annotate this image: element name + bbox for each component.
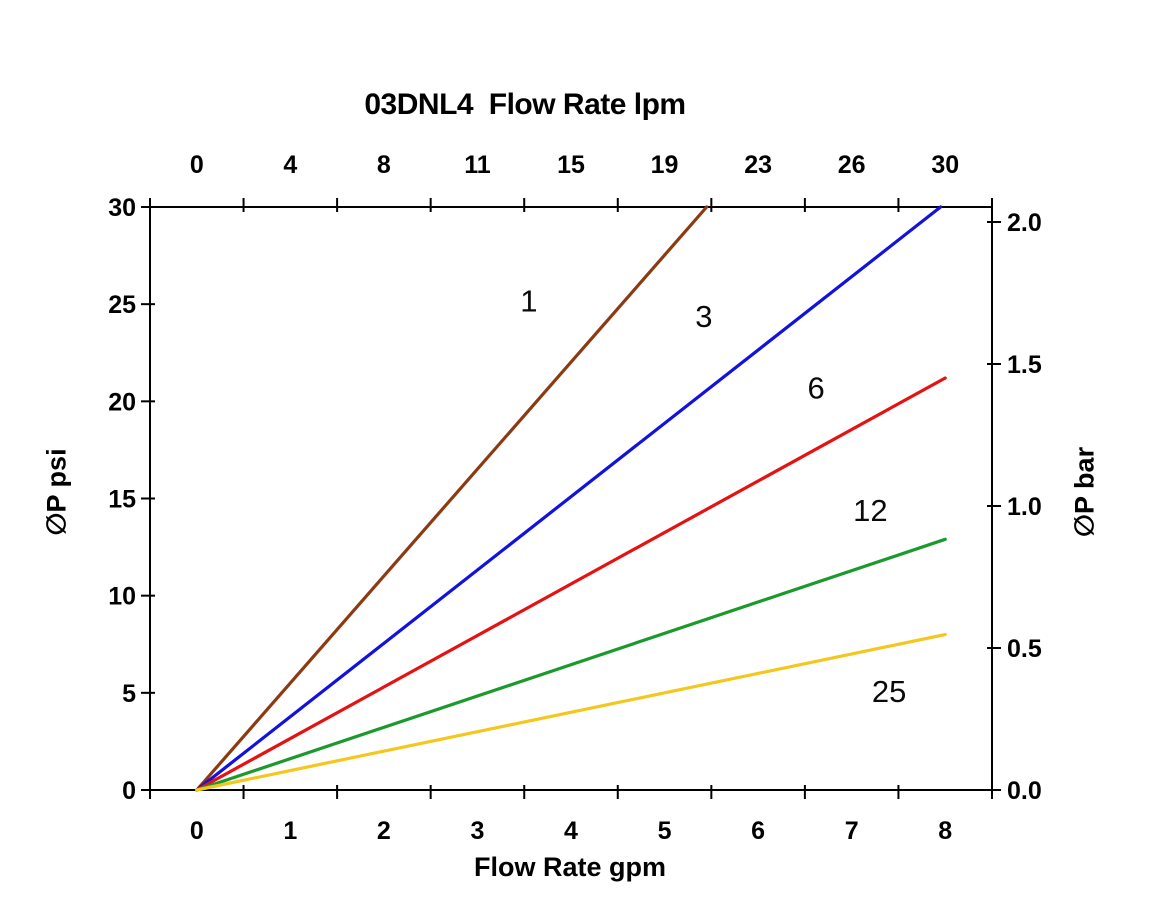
- chart-title: 03DNL4 Flow Rate lpm: [364, 88, 686, 121]
- x-top-ticklabel: 23: [744, 151, 772, 179]
- x-bottom-ticklabel: 2: [377, 817, 391, 845]
- series-label-12: 12: [853, 493, 887, 528]
- x-top-ticklabel: 0: [190, 151, 204, 179]
- y-left-ticklabel: 20: [108, 388, 136, 416]
- y-left-ticklabel: 0: [122, 777, 136, 805]
- series-line-6: [195, 376, 947, 792]
- y-left-ticklabel: 15: [108, 486, 136, 514]
- series-label-25: 25: [872, 674, 906, 709]
- x-bottom-ticklabel: 7: [845, 817, 859, 845]
- x-top-ticklabel: 30: [931, 151, 959, 179]
- series-line-3: [195, 205, 943, 792]
- y-left-ticklabel: 5: [122, 680, 136, 708]
- x-top-ticklabel: 11: [464, 151, 491, 179]
- y-axis-label-right: ∅P bar: [1069, 446, 1100, 538]
- x-top-ticklabel: 8: [377, 151, 391, 179]
- y-left-ticklabel: 10: [108, 583, 136, 611]
- x-top-ticklabel: 19: [651, 151, 679, 179]
- y-right-ticklabel: 1.0: [1007, 493, 1042, 521]
- y-left-ticklabel: 30: [108, 194, 136, 222]
- series-line-1: [195, 205, 709, 792]
- y-right-ticklabel: 0.5: [1007, 635, 1042, 663]
- x-axis-label-bottom: Flow Rate gpm: [473, 852, 666, 882]
- series-line-12: [195, 537, 947, 792]
- series-label-3: 3: [695, 299, 712, 334]
- series-label-6: 6: [807, 371, 824, 406]
- x-bottom-ticklabel: 5: [658, 817, 672, 845]
- x-top-ticklabel: 15: [557, 151, 585, 179]
- x-bottom-ticklabel: 8: [938, 817, 952, 845]
- x-bottom-ticklabel: 6: [751, 817, 765, 845]
- x-bottom-ticklabel: 4: [564, 817, 578, 845]
- x-bottom-ticklabel: 1: [283, 817, 297, 845]
- x-top-ticklabel: 4: [283, 151, 297, 179]
- series-label-1: 1: [520, 283, 537, 318]
- series-line-25: [195, 632, 947, 792]
- y-left-ticklabel: 25: [108, 291, 136, 319]
- y-axis-label-left: ∅P psi: [41, 448, 72, 536]
- y-right-ticklabel: 2.0: [1007, 209, 1042, 237]
- x-top-ticklabel: 26: [838, 151, 866, 179]
- x-bottom-ticklabel: 3: [470, 817, 484, 845]
- y-right-ticklabel: 0.0: [1007, 777, 1042, 805]
- x-bottom-ticklabel: 0: [190, 817, 204, 845]
- y-right-ticklabel: 1.5: [1007, 351, 1042, 379]
